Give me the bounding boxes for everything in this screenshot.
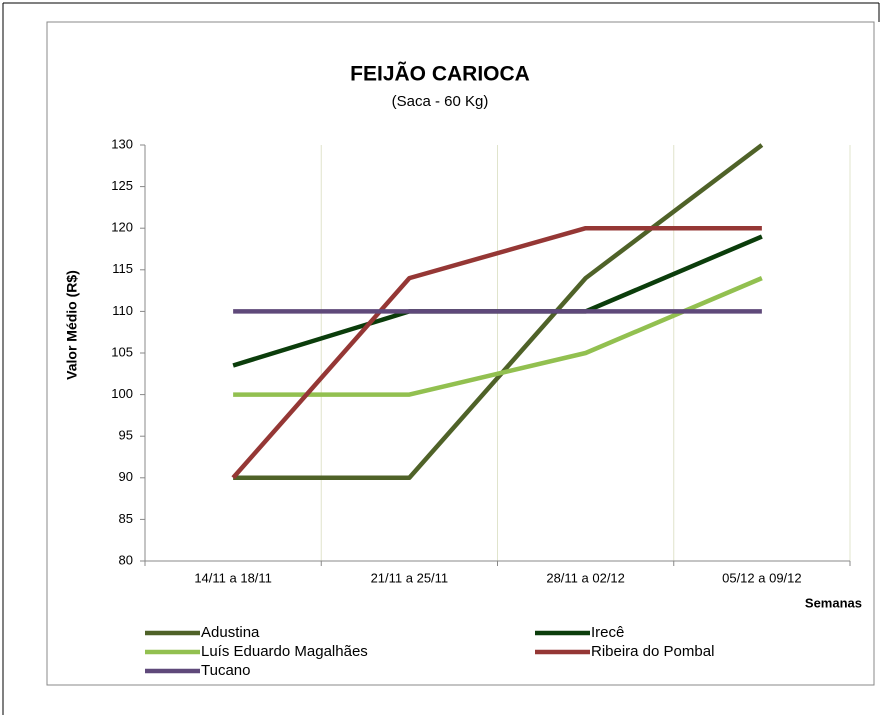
x-axis-label: Semanas (805, 595, 862, 610)
x-tick-label: 05/12 a 09/12 (722, 570, 802, 585)
y-tick-label: 110 (112, 303, 133, 318)
legend-label: Luís Eduardo Magalhães (201, 643, 368, 660)
chart-subtitle: (Saca - 60 Kg) (392, 93, 489, 110)
legend-label: Irecê (591, 624, 624, 641)
chart-area (46, 21, 875, 686)
y-tick-label: 105 (111, 344, 133, 359)
series-line (231, 225, 762, 480)
y-tick-label: 85 (119, 511, 133, 526)
x-tick-label: 28/11 a 02/12 (546, 570, 625, 585)
y-tick-label: 90 (119, 469, 133, 484)
x-tick-label: 21/11 a 25/11 (371, 570, 449, 585)
y-tick-label: 130 (111, 136, 133, 151)
series-line (233, 276, 763, 397)
y-tick-label: 120 (111, 220, 133, 235)
y-tick-label: 125 (111, 178, 133, 193)
chart-title: FEIJÃO CARIOCA (350, 63, 530, 86)
x-tick-label: 14/11 a 18/11 (194, 570, 272, 585)
series-line (233, 143, 764, 481)
legend-label: Adustina (201, 624, 260, 641)
legend-label: Tucano (201, 662, 250, 679)
legend-label: Ribeira do Pombal (591, 643, 714, 660)
y-tick-label: 100 (111, 386, 133, 401)
y-tick-label: 80 (119, 552, 133, 567)
y-tick-label: 115 (112, 261, 133, 276)
y-axis-label: Valor Médio (R$) (64, 270, 80, 380)
y-tick-label: 95 (119, 428, 133, 443)
